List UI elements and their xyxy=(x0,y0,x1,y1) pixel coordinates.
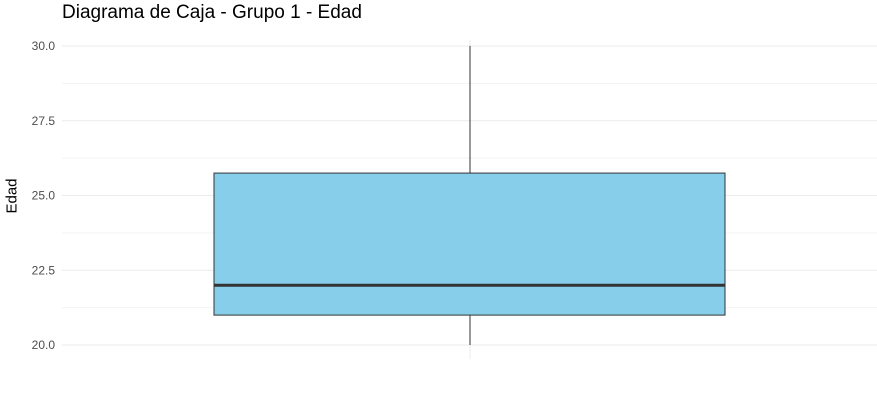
y-tick-label: 20.0 xyxy=(32,338,56,352)
interquartile-box xyxy=(213,172,726,316)
y-tick-label: 30.0 xyxy=(32,39,56,53)
y-tick-label: 27.5 xyxy=(32,114,56,128)
y-tick-label: 22.5 xyxy=(32,263,56,277)
chart-title: Diagrama de Caja - Grupo 1 - Edad xyxy=(62,2,362,23)
box-plot xyxy=(213,46,726,345)
y-tick-label: 25.0 xyxy=(32,189,56,203)
y-tick-labels: 20.0 22.5 25.0 27.5 30.0 xyxy=(32,39,56,352)
